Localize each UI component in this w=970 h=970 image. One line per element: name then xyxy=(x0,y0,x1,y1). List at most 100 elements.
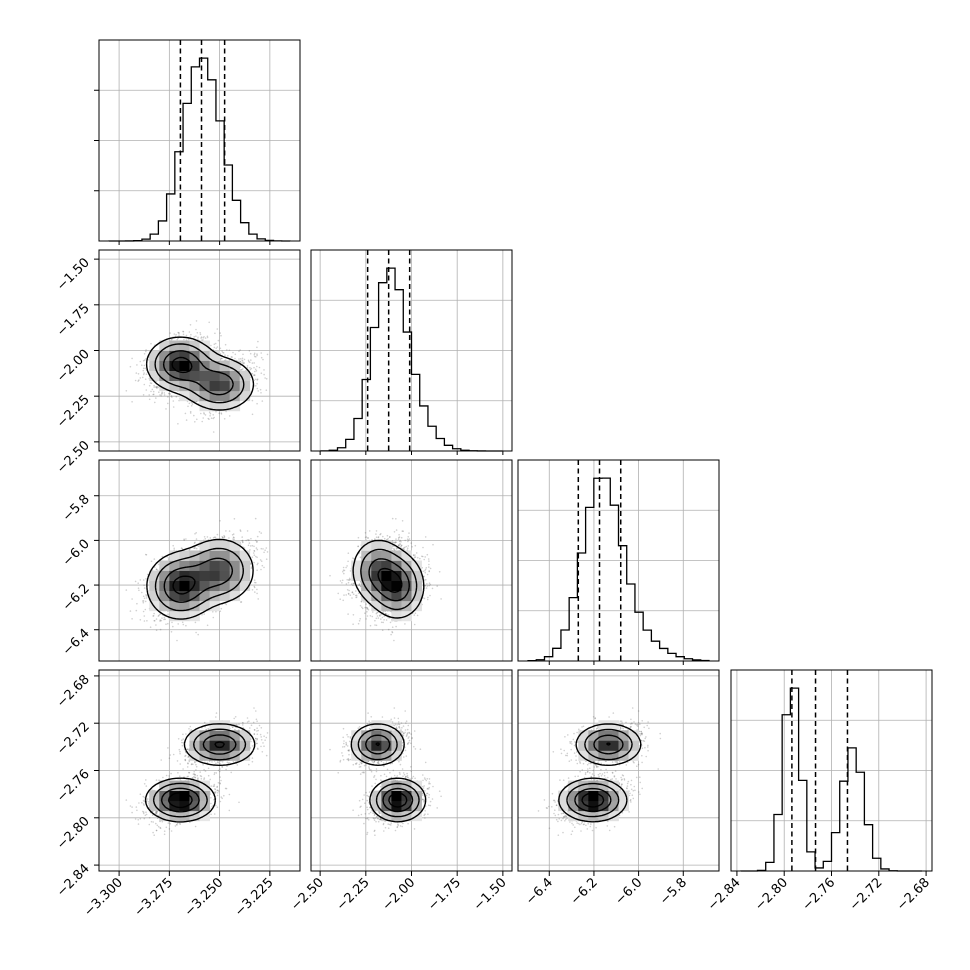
density-cell xyxy=(189,390,200,402)
sample-point xyxy=(255,547,258,549)
sample-point xyxy=(223,536,226,538)
sample-point xyxy=(220,334,222,337)
sample-point xyxy=(265,547,268,549)
density-cell xyxy=(189,360,200,371)
sample-point xyxy=(216,328,219,330)
sample-point xyxy=(364,532,367,534)
sample-point xyxy=(146,620,148,622)
density-cell xyxy=(239,580,251,592)
sample-point xyxy=(222,351,224,354)
density-cell xyxy=(169,550,180,561)
sample-point xyxy=(157,615,160,617)
sample-point xyxy=(246,530,249,532)
sample-point xyxy=(202,337,204,339)
sample-point xyxy=(151,388,154,391)
density-cell xyxy=(229,370,241,382)
sample-point xyxy=(256,353,258,355)
sample-point xyxy=(380,618,382,620)
sample-point xyxy=(142,595,145,598)
sample-point xyxy=(260,532,263,534)
density-cell xyxy=(199,370,210,382)
sample-point xyxy=(221,350,223,353)
sample-point xyxy=(165,408,167,410)
sample-point xyxy=(352,623,354,625)
density-cell xyxy=(179,590,190,602)
sample-point xyxy=(139,377,142,379)
sample-point xyxy=(256,346,258,349)
sample-point xyxy=(159,628,162,631)
sample-point xyxy=(231,534,234,536)
sample-point xyxy=(142,367,145,370)
sample-point xyxy=(142,601,145,604)
sample-point xyxy=(264,549,266,551)
sample-point xyxy=(139,360,142,363)
sample-point xyxy=(256,569,258,571)
sample-point xyxy=(250,537,252,540)
sample-point xyxy=(239,349,241,351)
sample-point xyxy=(260,352,263,354)
sample-point xyxy=(259,559,262,561)
sample-point xyxy=(257,340,259,343)
sample-point xyxy=(159,619,161,621)
sample-point xyxy=(155,629,158,631)
sample-point xyxy=(137,582,139,584)
sample-point xyxy=(220,607,223,610)
sample-point xyxy=(228,415,231,417)
sample-point xyxy=(178,334,180,336)
sample-point xyxy=(167,558,170,561)
sample-point xyxy=(234,357,236,360)
density-cell xyxy=(159,370,170,382)
sample-point xyxy=(137,373,140,375)
sample-point xyxy=(206,624,209,627)
sample-point xyxy=(194,421,196,423)
density-cell xyxy=(149,570,160,581)
sample-point xyxy=(136,602,138,605)
sample-point xyxy=(243,358,246,361)
sample-point xyxy=(203,336,205,338)
sample-point xyxy=(242,541,244,543)
sample-point xyxy=(249,368,252,371)
sample-point xyxy=(143,584,145,586)
sample-point xyxy=(189,412,192,414)
sample-point xyxy=(375,617,378,620)
contour-1-0-3 xyxy=(145,336,255,411)
sample-point xyxy=(188,402,191,405)
sample-point xyxy=(158,391,160,394)
sample-point xyxy=(208,411,211,414)
sample-point xyxy=(201,420,203,423)
sample-point xyxy=(257,390,260,392)
sample-point xyxy=(167,396,169,398)
density-cell xyxy=(209,360,220,371)
hist-line-0 xyxy=(108,57,291,242)
sample-point xyxy=(242,368,244,370)
sample-point xyxy=(239,529,242,531)
sample-point xyxy=(218,412,220,415)
density-cell xyxy=(199,590,210,602)
density-cell xyxy=(189,600,200,612)
density-cell xyxy=(219,590,231,602)
sample-point xyxy=(381,629,384,631)
sample-point xyxy=(246,365,249,367)
sample-point xyxy=(265,389,268,392)
sample-point xyxy=(240,368,243,371)
sample-point xyxy=(248,350,251,352)
sample-point xyxy=(167,622,169,625)
sample-point xyxy=(195,538,198,540)
sample-point xyxy=(239,530,242,532)
sample-point xyxy=(197,545,200,547)
sample-point xyxy=(158,614,160,617)
density-cell xyxy=(209,370,220,382)
hist-panel-1 xyxy=(310,249,513,452)
density-cell xyxy=(209,570,220,581)
density-cell xyxy=(239,550,251,561)
sample-point xyxy=(185,334,188,337)
sample-point xyxy=(144,367,147,370)
sample-point xyxy=(145,594,147,596)
sample-point xyxy=(213,343,216,346)
sample-point xyxy=(427,596,429,599)
sample-point xyxy=(248,542,251,544)
sample-point xyxy=(265,558,268,560)
density-cell xyxy=(169,560,180,571)
sample-point xyxy=(250,566,253,568)
hist-line-3 xyxy=(741,687,922,872)
